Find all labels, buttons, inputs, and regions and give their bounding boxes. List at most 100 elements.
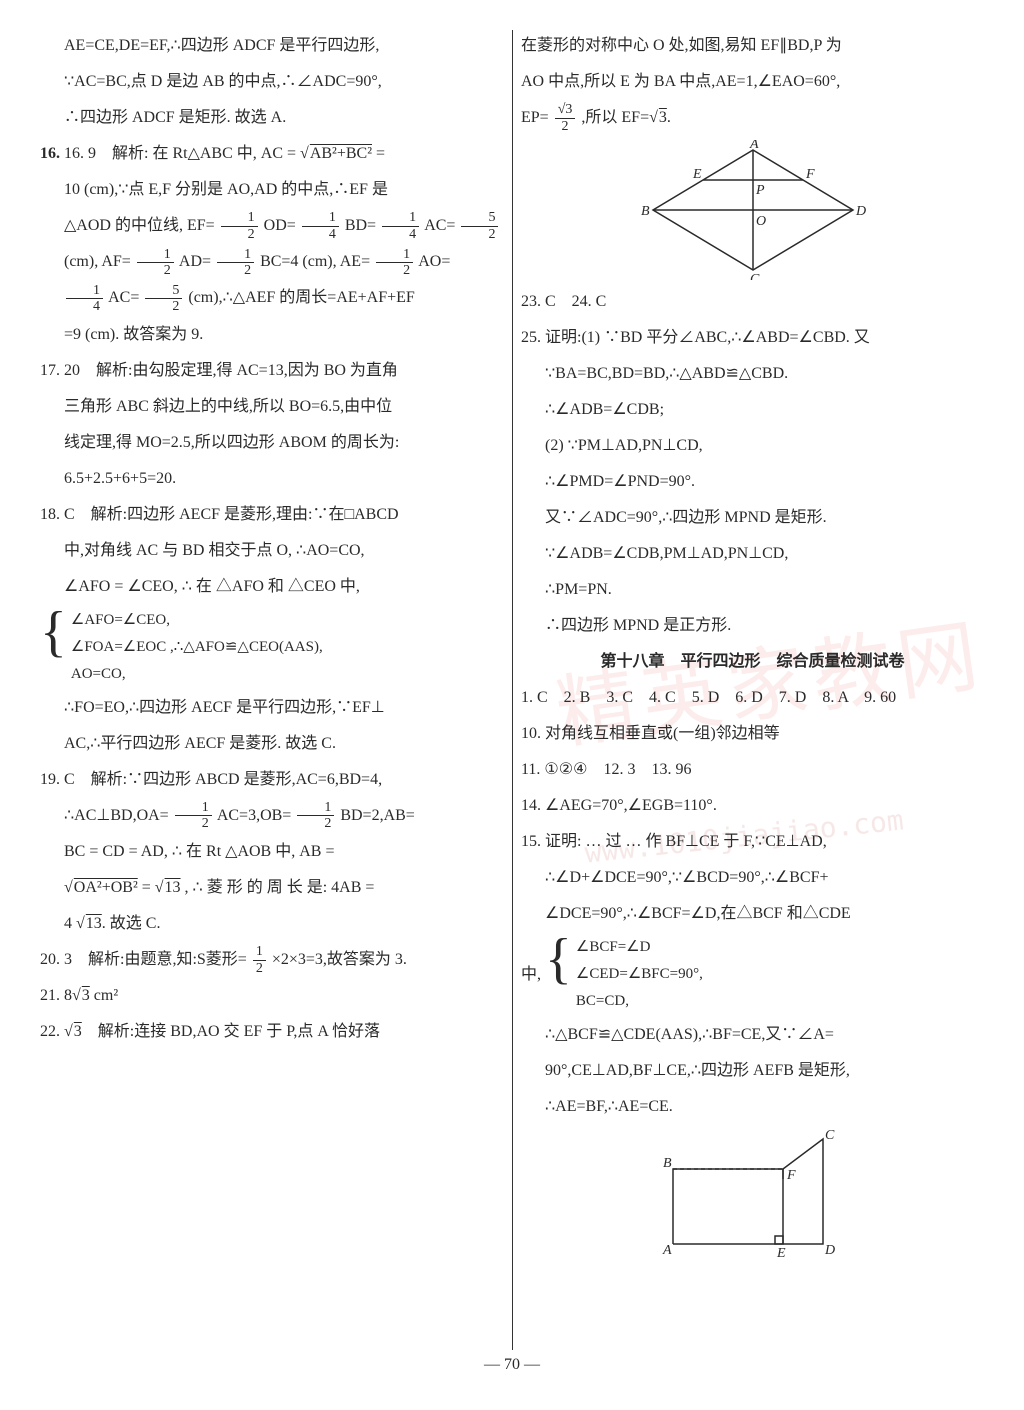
text-line: ∴AE=BF,∴AE=CE. [521, 1091, 984, 1123]
page-number: — 70 — [40, 1356, 984, 1374]
sqrt: AB²+BC² [309, 145, 372, 162]
label-D: D [824, 1243, 835, 1258]
text: . [667, 109, 671, 126]
num: 1 [175, 800, 212, 816]
label-E: E [776, 1246, 786, 1259]
text-line: 在菱形的对称中心 O 处,如图,易知 EF∥BD,P 为 [521, 30, 984, 62]
den: 2 [145, 299, 182, 314]
den: 2 [555, 119, 576, 134]
num: 1 [302, 210, 339, 226]
sqrt: 3 [81, 987, 90, 1004]
text: . 故选 C. [102, 915, 161, 932]
text: AC= [108, 289, 139, 306]
answer-line: 11. ①②④ 12. 3 13. 96 [521, 754, 984, 786]
num: 1 [253, 944, 266, 960]
fraction: 12 [175, 800, 212, 832]
num: 1 [382, 210, 419, 226]
text-line: ∴四边形 MPND 是正方形. [521, 610, 984, 642]
fraction: 12 [297, 800, 334, 832]
text: (cm), AF= [64, 253, 131, 270]
text-line: 21. 8√3 cm² [40, 980, 503, 1012]
num: 1 [221, 210, 258, 226]
text-line: 20. 3 解析:由题意,知:S菱形= 12 ×2×3=3,故答案为 3. [40, 944, 503, 976]
text-line: 又∵∠ADC=90°,∴四边形 MPND 是矩形. [521, 502, 984, 534]
text: AO= [418, 253, 450, 270]
fraction: √32 [555, 102, 576, 134]
num: 1 [297, 800, 334, 816]
text: 解析:连接 BD,AO 交 EF 于 P,点 A 恰好落 [82, 1023, 380, 1040]
den: 2 [217, 263, 254, 278]
text: 21. 8 [40, 987, 72, 1004]
text-line: 22. √3 解析:连接 BD,AO 交 EF 于 P,点 A 恰好落 [40, 1016, 503, 1048]
den: 4 [66, 299, 103, 314]
fraction: 12 [376, 247, 413, 279]
text-line: (cm), AF= 12 AD= 12 BC=4 (cm), AE= 12 AO… [40, 246, 503, 278]
text-line: 6.5+2.5+6+5=20. [40, 463, 503, 495]
label-O: O [756, 214, 766, 229]
text-line: BC = CD = AD, ∴ 在 Rt △AOB 中, AB = [40, 836, 503, 868]
brace-system: 中, { ∠BCF=∠D ∠CED=∠BFC=90°, BC=CD, [521, 934, 984, 1015]
text-line: ∴AC⊥BD,OA= 12 AC=3,OB= 12 BD=2,AB= [40, 800, 503, 832]
text-line: 25. 证明:(1) ∵BD 平分∠ABC,∴∠ABD=∠CBD. 又 [521, 322, 984, 354]
fraction: 14 [382, 210, 419, 242]
text-line: 14 AC= 52 (cm),∴△AEF 的周长=AE+AF+EF [40, 282, 503, 314]
brace-line: BC=CD, [576, 988, 703, 1015]
text: ∴AC⊥BD,OA= [64, 807, 169, 824]
q-number: 16. [40, 145, 60, 162]
text-line: ∴FO=EO,∴四边形 AECF 是平行四边形,∵EF⊥ [40, 692, 503, 724]
text-line: AC,∴平行四边形 AECF 是菱形. 故选 C. [40, 728, 503, 760]
num: 5 [461, 210, 498, 226]
text-line: 90°,CE⊥AD,BF⊥CE,∴四边形 AEFB 是矩形, [521, 1055, 984, 1087]
text-line: △AOD 的中位线, EF= 12 OD= 14 BD= 14 AC= 52 [40, 210, 503, 242]
text-line: 中,对角线 AC 与 BD 相交于点 O, ∴AO=CO, [40, 535, 503, 567]
brace-line: ∠BCF=∠D [576, 934, 703, 961]
text-line: ∵∠ADB=∠CDB,PM⊥AD,PN⊥CD, [521, 538, 984, 570]
brace-line: AO=CO, [71, 661, 323, 688]
label-B: B [641, 204, 650, 219]
text: AD= [179, 253, 211, 270]
num: 1 [66, 283, 103, 299]
text-line: 三角形 ABC 斜边上的中线,所以 BO=6.5,由中位 [40, 391, 503, 423]
label-C: C [825, 1129, 835, 1143]
text-line: ∴△BCF≌△CDE(AAS),∴BF=CE,又∵∠A= [521, 1019, 984, 1051]
fraction: 14 [302, 210, 339, 242]
den: 4 [382, 227, 419, 242]
text-line: ∵BA=BC,BD=BD,∴△ABD≌△CBD. [521, 358, 984, 390]
text: , ∴ 菱 形 的 周 长 是: 4AB = [185, 879, 375, 896]
den: 2 [221, 227, 258, 242]
den: 2 [297, 816, 334, 831]
label-E: E [692, 167, 702, 182]
text-line: 15. 证明: … 过 … 作 BF⊥CE 于 F,∵CE⊥AD, [521, 826, 984, 858]
label-P: P [755, 183, 765, 198]
brace-line: ∠AFO=∠CEO, [71, 607, 323, 634]
sqrt: OA²+OB² [73, 879, 138, 896]
brace-line: ∠CED=∠BFC=90°, [576, 961, 703, 988]
text: EP= [521, 109, 549, 126]
brace-line: ∠FOA=∠EOC ,∴△AFO≌△CEO(AAS), [71, 634, 323, 661]
sqrt: 3 [73, 1023, 82, 1040]
num: 5 [145, 283, 182, 299]
text: cm² [90, 987, 118, 1004]
num: √3 [555, 102, 576, 118]
text-line: 23. C 24. C [521, 286, 984, 318]
text: = [142, 879, 155, 896]
text-line: ∠AFO = ∠CEO, ∴ 在 △AFO 和 △CEO 中, [40, 571, 503, 603]
text-line: EP= √32 ,所以 EF=√3. [521, 102, 984, 134]
label-C: C [750, 272, 760, 280]
num: 1 [376, 247, 413, 263]
num: 1 [217, 247, 254, 263]
text-line: 10 (cm),∵点 E,F 分别是 AO,AD 的中点,∴EF 是 [40, 174, 503, 206]
fraction: 12 [221, 210, 258, 242]
text-line: 18. C 解析:四边形 AECF 是菱形,理由:∵在□ABCD [40, 499, 503, 531]
text-line: (2) ∵PM⊥AD,PN⊥CD, [521, 430, 984, 462]
text-line: 4 √13. 故选 C. [40, 908, 503, 940]
text-line: 17. 20 解析:由勾股定理,得 AC=13,因为 BO 为直角 [40, 355, 503, 387]
label-D: D [855, 204, 866, 219]
text: △AOD 的中位线, EF= [64, 217, 215, 234]
text-line: =9 (cm). 故答案为 9. [40, 319, 503, 351]
fraction: 52 [461, 210, 498, 242]
den: 4 [302, 227, 339, 242]
answer-line: 10. 对角线互相垂直或(一组)邻边相等 [521, 718, 984, 750]
answer-line: 14. ∠AEG=70°,∠EGB=110°. [521, 790, 984, 822]
text: BC=4 (cm), AE= [260, 253, 370, 270]
